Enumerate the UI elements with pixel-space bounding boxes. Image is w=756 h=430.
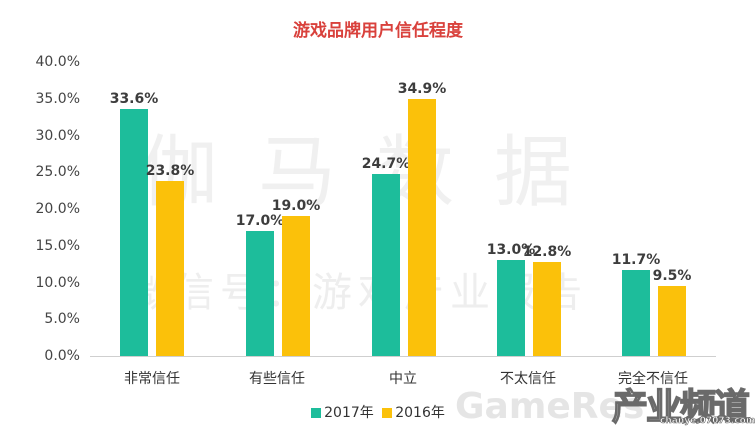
legend-item-2017[interactable]: 2017年 (311, 402, 374, 422)
chart-title: 游戏品牌用户信任程度 (293, 21, 463, 41)
bar-s2017[interactable] (372, 174, 400, 356)
y-tick: 0.0% (44, 348, 80, 364)
x-category: 不太信任 (500, 371, 556, 387)
data-label: 33.6% (109, 91, 159, 108)
y-tick: 35.0% (35, 90, 80, 107)
data-label: 19.0% (271, 198, 321, 215)
x-axis-line (90, 356, 716, 357)
y-tick: 15.0% (35, 237, 80, 254)
bar-s2016[interactable] (156, 181, 184, 356)
data-label: 34.9% (397, 81, 447, 98)
y-tick: 25.0% (35, 164, 80, 181)
data-label: 9.5% (652, 268, 692, 285)
x-category: 非常信任 (124, 371, 180, 387)
bar-s2017[interactable] (246, 231, 274, 356)
bar-s2017[interactable] (622, 270, 650, 356)
legend: 2017年 2016年 (0, 402, 756, 422)
y-tick: 5.0% (44, 311, 80, 328)
x-category: 完全不信任 (618, 371, 688, 387)
x-category: 有些信任 (249, 371, 305, 387)
data-label: 12.8% (522, 243, 572, 260)
data-label: 24.7% (361, 156, 411, 173)
data-label: 17.0% (235, 213, 285, 230)
x-category: 中立 (389, 371, 417, 387)
legend-swatch-icon (382, 408, 393, 418)
data-label: 11.7% (611, 252, 661, 268)
data-label: 13.0% (486, 242, 536, 259)
y-tick: 30.0% (35, 127, 80, 144)
y-tick: 10.0% (35, 274, 80, 291)
bar-s2017[interactable] (497, 260, 525, 356)
bar-s2016[interactable] (408, 99, 436, 356)
data-label: 23.8% (145, 163, 195, 180)
y-tick: 40.0% (35, 54, 80, 70)
bar-s2017[interactable] (120, 109, 148, 356)
bar-s2016[interactable] (658, 286, 686, 356)
y-tick: 20.0% (35, 201, 80, 217)
bar-s2016[interactable] (282, 216, 310, 356)
bar-s2016[interactable] (533, 261, 561, 356)
legend-swatch-icon (311, 408, 322, 418)
legend-item-2016[interactable]: 2016年 (382, 402, 445, 422)
